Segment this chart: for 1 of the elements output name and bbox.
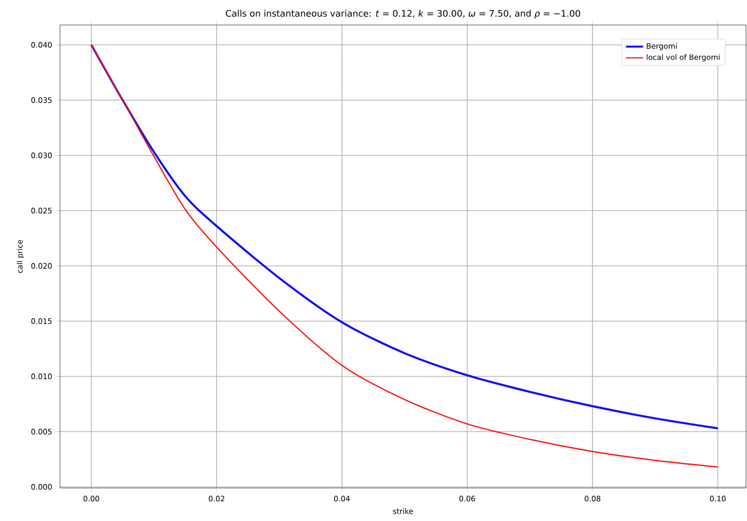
chart-title: Calls on instantaneous variance: t = 0.12, k = 30.00, ω = 7.50, and ρ = −1.00 (226, 10, 580, 18)
